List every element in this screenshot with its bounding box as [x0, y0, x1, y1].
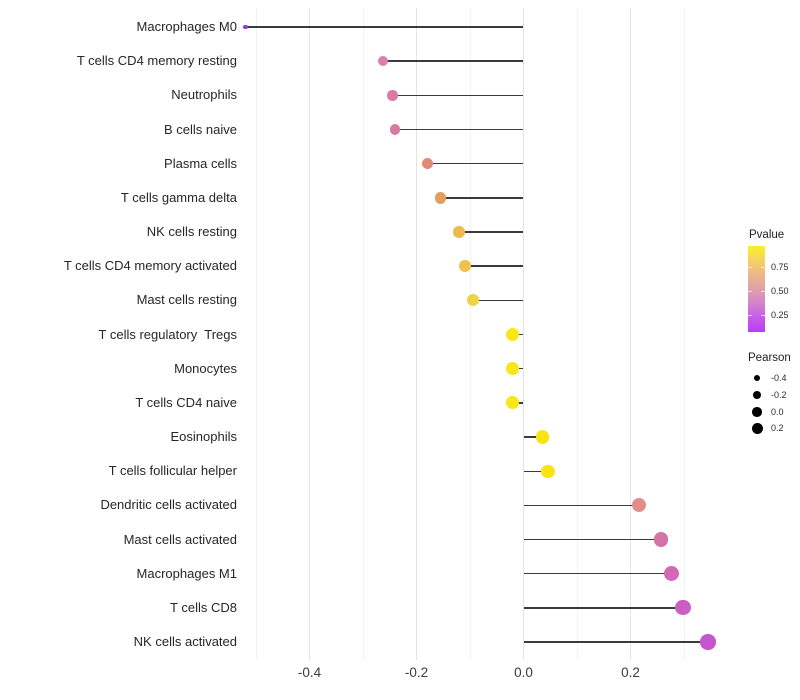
pearson-legend-dot: [753, 391, 761, 399]
lollipop-stem: [459, 231, 524, 233]
x-tick-label: 0.0: [514, 665, 533, 680]
colorbar-tick-mark: [748, 291, 752, 292]
gridline-major: [523, 8, 524, 660]
lollipop-dot: [632, 498, 647, 513]
pearson-legend-label: 0.0: [771, 406, 784, 417]
lollipop-dot: [536, 430, 550, 444]
pvalue-colorbar: [748, 246, 765, 332]
lollipop-dot: [653, 532, 669, 547]
gridline-major: [630, 8, 631, 660]
pearson-legend-label: -0.2: [771, 389, 787, 400]
lollipop-dot: [389, 124, 401, 135]
gridline-minor: [255, 8, 257, 660]
gridline-minor: [683, 8, 685, 660]
pearson-legend-dot: [752, 407, 762, 417]
x-tick-label: 0.2: [621, 665, 640, 680]
row-label: T cells CD4 memory activated: [63, 258, 237, 274]
lollipop-dot: [458, 260, 471, 273]
row-label: Dendritic cells activated: [100, 497, 237, 513]
row-label: B cells naive: [164, 121, 237, 137]
row-label: Mast cells activated: [123, 531, 237, 547]
row-label: Macrophages M1: [136, 565, 237, 581]
lollipop-dot: [506, 362, 520, 376]
lollipop-stem: [523, 436, 543, 438]
colorbar-tick-mark: [748, 315, 752, 316]
pearson-legend-dot: [751, 422, 763, 434]
pearson-legend-label: -0.4: [771, 372, 787, 383]
lollipop-stem: [523, 470, 549, 472]
row-label: T cells CD8: [170, 599, 237, 615]
row-label: Plasma cells: [164, 155, 237, 171]
gridline-minor: [362, 8, 364, 660]
lollipop-dot: [663, 566, 679, 582]
colorbar-tick-label: 0.75: [771, 261, 789, 272]
row-label: NK cells activated: [133, 634, 237, 650]
row-label: Monocytes: [174, 360, 237, 376]
lollipop-stem: [395, 128, 524, 131]
gridline-major: [416, 8, 417, 660]
row-label: T cells CD4 memory resting: [76, 53, 237, 69]
gridline-minor: [576, 8, 578, 660]
gridline-major: [309, 8, 310, 660]
lollipop-stem: [523, 607, 683, 609]
lollipop-dot: [700, 634, 716, 650]
lollipop-dot: [466, 294, 479, 307]
pvalue-legend-title: Pvalue: [749, 229, 785, 241]
row-label: Neutrophils: [171, 87, 237, 103]
lollipop-stem: [523, 641, 709, 643]
lollipop-dot: [675, 600, 691, 616]
lollipop-dot: [506, 328, 520, 341]
lollipop-stem: [523, 504, 640, 507]
pearson-legend-dot: [753, 374, 761, 382]
lollipop-dot: [378, 56, 389, 67]
x-tick-label: -0.2: [404, 665, 429, 680]
pearson-legend-title: Pearson: [748, 352, 791, 364]
colorbar-tick-mark: [761, 291, 765, 292]
x-tick-label: -0.4: [297, 665, 322, 680]
row-label: Macrophages M0: [136, 19, 237, 34]
colorbar-tick-label: 0.50: [771, 285, 789, 296]
lollipop-stem: [472, 299, 524, 302]
lollipop-stem: [464, 265, 524, 267]
lollipop-dot: [434, 192, 447, 204]
lollipop-dot: [453, 226, 466, 238]
row-label: NK cells resting: [146, 224, 237, 240]
colorbar-tick-mark: [761, 315, 765, 316]
lollipop-stem: [383, 60, 524, 62]
lollipop-stem: [440, 197, 524, 199]
row-label: T cells CD4 naive: [135, 394, 237, 410]
lollipop-stem: [523, 538, 661, 541]
colorbar-tick-mark: [748, 267, 752, 268]
row-label: T cells follicular helper: [108, 463, 237, 479]
row-label: Eosinophils: [170, 429, 238, 445]
colorbar-tick-mark: [761, 267, 765, 268]
lollipop-stem: [427, 162, 524, 165]
row-label: Mast cells resting: [136, 292, 237, 308]
lollipop-stem: [523, 573, 672, 575]
lollipop-dot: [541, 464, 555, 478]
lollipop-dot: [387, 90, 398, 101]
lollipop-stem: [392, 94, 524, 97]
row-label: T cells regulatory Tregs: [98, 326, 237, 342]
lollipop-dot: [421, 158, 433, 170]
row-label: T cells gamma delta: [120, 189, 237, 205]
pearson-legend-label: 0.2: [771, 422, 784, 433]
gridline-minor: [469, 8, 471, 660]
lollipop-stem: [245, 26, 524, 28]
colorbar-tick-label: 0.25: [771, 309, 789, 320]
lollipop-dot: [243, 24, 248, 30]
lollipop-dot: [506, 396, 520, 410]
